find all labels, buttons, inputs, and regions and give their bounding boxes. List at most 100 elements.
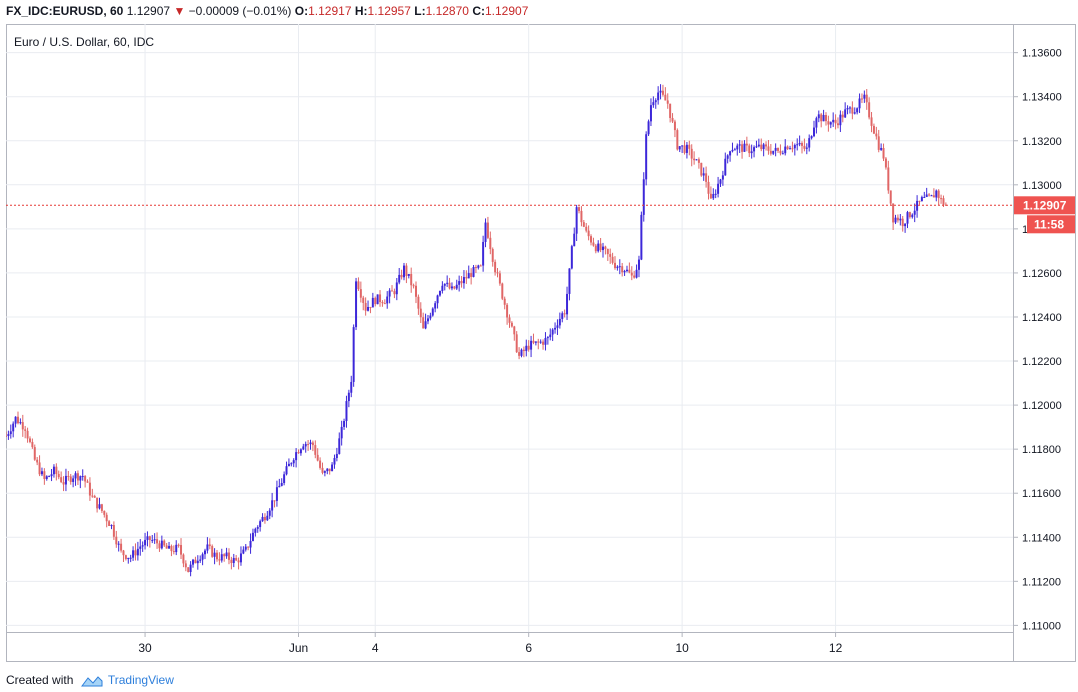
candle-body <box>755 146 758 148</box>
time-axis[interactable]: 30 Jun 4 6 10 12 <box>138 632 843 655</box>
candle-body <box>261 516 264 522</box>
candle-body <box>136 548 139 556</box>
candle-body <box>726 155 729 159</box>
last-price-tag-label: 1.12907 <box>1023 198 1067 212</box>
candle-body <box>81 476 84 478</box>
candle-body <box>880 148 883 150</box>
candle-body <box>21 422 24 430</box>
candle-body <box>693 158 696 161</box>
candle-body <box>448 282 451 289</box>
candle-body <box>338 438 341 454</box>
candle-body <box>280 482 283 486</box>
candle-body <box>937 190 940 199</box>
candle-body <box>621 266 624 273</box>
candle-body <box>127 557 130 560</box>
candle-body <box>141 545 144 547</box>
y-tick-label: 1.12200 <box>1022 356 1062 368</box>
candle-body <box>709 193 712 199</box>
candle-body <box>278 485 281 488</box>
candle-body <box>561 313 564 319</box>
candle-body <box>472 267 475 277</box>
candle-body <box>462 277 465 284</box>
candle-body <box>383 303 386 305</box>
tradingview-link[interactable]: TradingView <box>107 673 174 687</box>
candle-body <box>31 441 34 448</box>
candle-body <box>923 197 926 199</box>
candle-body <box>887 167 890 191</box>
candle-body <box>168 545 171 549</box>
y-tick-label: 1.11200 <box>1022 576 1061 588</box>
candle-body <box>218 559 221 561</box>
candle-body <box>868 102 871 118</box>
candle-body <box>52 466 55 475</box>
candle-body <box>132 550 135 558</box>
candle-body <box>812 127 815 137</box>
candle-body <box>438 291 441 296</box>
candlestick-chart[interactable]: 1.136001.134001.132001.130001.128001.126… <box>6 24 1076 662</box>
candle-body <box>527 345 530 350</box>
y-tick-label: 1.13600 <box>1022 48 1062 60</box>
candle-body <box>62 482 65 485</box>
candle-body <box>872 125 875 134</box>
candle-body <box>460 281 463 284</box>
candle-body <box>882 148 885 159</box>
candle-body <box>920 197 923 202</box>
candle-body <box>805 147 808 149</box>
candle-body <box>625 269 628 272</box>
candle-body <box>609 254 612 257</box>
y-tick-label: 1.11800 <box>1022 444 1061 456</box>
candle-body <box>482 241 485 266</box>
x-tick-label: 10 <box>675 641 689 655</box>
candle-body <box>654 100 657 103</box>
candle-body <box>299 449 302 454</box>
candle-body <box>932 195 935 198</box>
y-tick-label: 1.13200 <box>1022 136 1062 148</box>
candle-body <box>393 291 396 295</box>
candle-body <box>331 464 334 472</box>
candle-body <box>908 212 911 218</box>
candle-body <box>685 144 688 153</box>
candle-body <box>206 544 209 551</box>
candle-body <box>235 557 238 561</box>
candle-body <box>292 460 295 464</box>
candle-body <box>316 454 319 461</box>
candle-body <box>894 217 897 223</box>
candle-body <box>283 474 286 483</box>
candle-body <box>712 193 715 199</box>
candle-body <box>839 114 842 126</box>
candle-body <box>96 497 99 509</box>
candle-body <box>829 122 832 125</box>
candle-body <box>177 544 180 546</box>
candle-body <box>705 173 708 182</box>
candle-body <box>899 218 902 221</box>
candle-body <box>436 295 439 304</box>
candle-body <box>810 136 813 139</box>
candle-body <box>745 143 748 146</box>
candle-body <box>148 536 151 541</box>
symbol-label[interactable]: FX_IDC:EURUSD, 60 <box>6 4 124 18</box>
candle-body <box>688 144 691 149</box>
low-value: 1.12870 <box>425 4 469 18</box>
candle-body <box>19 422 22 424</box>
candle-body <box>906 212 909 224</box>
candle-body <box>566 293 569 315</box>
candle-body <box>858 98 861 109</box>
candle-body <box>230 559 233 564</box>
candle-body <box>57 473 60 478</box>
candle-body <box>450 286 453 289</box>
candle-body <box>522 349 525 352</box>
candle-body <box>139 546 142 549</box>
candle-body <box>506 304 509 318</box>
candle-body <box>719 179 722 184</box>
candle-body <box>597 243 600 252</box>
low-label: L: <box>414 4 426 18</box>
candle-body <box>163 540 166 546</box>
candle-body <box>494 261 497 273</box>
candle-body <box>60 477 63 483</box>
candle-body <box>616 266 619 269</box>
candle-body <box>570 246 573 269</box>
chart-frame[interactable]: 1.136001.134001.132001.130001.128001.126… <box>6 24 1076 662</box>
candle-body <box>669 103 672 118</box>
candle-body <box>587 230 590 237</box>
candle-body <box>640 214 643 260</box>
